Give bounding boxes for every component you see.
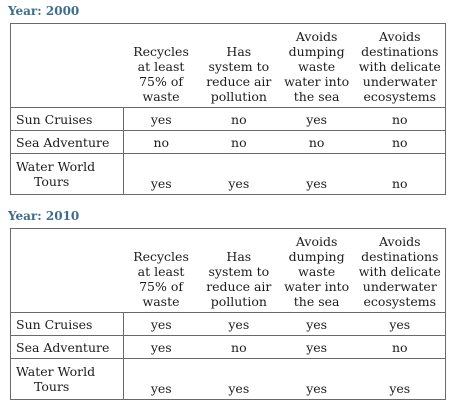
cell-recycles: yes — [123, 335, 199, 359]
cell-air-pollution: no — [198, 130, 279, 154]
table-row-sea-adventure: Sea Adventure no no no no — [10, 130, 446, 154]
row-name: Sea Adventure — [10, 130, 124, 154]
cell-dumping: no — [278, 130, 355, 154]
cruise-table-2000: Recycles at least 75% of waste Has syste… — [10, 23, 446, 195]
cell-air-pollution: yes — [198, 358, 279, 400]
cell-dumping: yes — [278, 335, 355, 359]
cell-ecosystems: no — [354, 130, 446, 154]
table-row-sun-cruises: Sun Cruises yes no yes no — [10, 107, 446, 131]
cell-ecosystems: yes — [354, 312, 446, 336]
year-title: Year: 2010 — [8, 209, 80, 223]
cell-recycles: yes — [123, 153, 199, 195]
cell-recycles: yes — [123, 312, 199, 336]
column-header-dumping: Avoids dumping waste water into the sea — [278, 228, 355, 313]
row-name: Water World Tours — [10, 358, 124, 400]
cell-ecosystems: yes — [354, 358, 446, 400]
cell-ecosystems: no — [354, 335, 446, 359]
header-corner — [10, 23, 124, 108]
cell-ecosystems: no — [354, 107, 446, 131]
table-row-water-world-tours: Water World Tours yes yes yes no — [10, 153, 446, 195]
column-header-air-pollution: Has system to reduce air pollution — [198, 23, 279, 108]
table-row-water-world-tours: Water World Tours yes yes yes yes — [10, 358, 446, 400]
cell-dumping: yes — [278, 312, 355, 336]
cell-dumping: yes — [278, 358, 355, 400]
column-header-ecosystems: Avoids destinations with delicate underw… — [354, 228, 446, 313]
row-name: Sun Cruises — [10, 107, 124, 131]
column-header-air-pollution: Has system to reduce air pollution — [198, 228, 279, 313]
cell-air-pollution: no — [198, 335, 279, 359]
cell-recycles: yes — [123, 358, 199, 400]
column-header-ecosystems: Avoids destinations with delicate underw… — [354, 23, 446, 108]
cell-recycles: no — [123, 130, 199, 154]
cell-air-pollution: yes — [198, 312, 279, 336]
table-row-sun-cruises: Sun Cruises yes yes yes yes — [10, 312, 446, 336]
row-name: Sun Cruises — [10, 312, 124, 336]
cell-dumping: yes — [278, 107, 355, 131]
cell-dumping: yes — [278, 153, 355, 195]
cruise-table-2010: Recycles at least 75% of waste Has syste… — [10, 228, 446, 400]
year-title: Year: 2000 — [8, 4, 80, 18]
cell-air-pollution: no — [198, 107, 279, 131]
row-name: Sea Adventure — [10, 335, 124, 359]
row-name: Water World Tours — [10, 153, 124, 195]
header-row: Recycles at least 75% of waste Has syste… — [10, 23, 446, 108]
header-row: Recycles at least 75% of waste Has syste… — [10, 228, 446, 313]
column-header-recycles: Recycles at least 75% of waste — [123, 23, 199, 108]
header-corner — [10, 228, 124, 313]
table-row-sea-adventure: Sea Adventure yes no yes no — [10, 335, 446, 359]
column-header-recycles: Recycles at least 75% of waste — [123, 228, 199, 313]
column-header-dumping: Avoids dumping waste water into the sea — [278, 23, 355, 108]
cell-ecosystems: no — [354, 153, 446, 195]
cell-recycles: yes — [123, 107, 199, 131]
cell-air-pollution: yes — [198, 153, 279, 195]
